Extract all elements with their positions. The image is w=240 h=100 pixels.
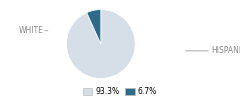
Wedge shape bbox=[87, 10, 101, 44]
Legend: 93.3%, 6.7%: 93.3%, 6.7% bbox=[83, 87, 157, 96]
Wedge shape bbox=[66, 10, 135, 78]
Text: HISPANIC: HISPANIC bbox=[211, 46, 240, 55]
Text: WHITE: WHITE bbox=[19, 26, 44, 35]
